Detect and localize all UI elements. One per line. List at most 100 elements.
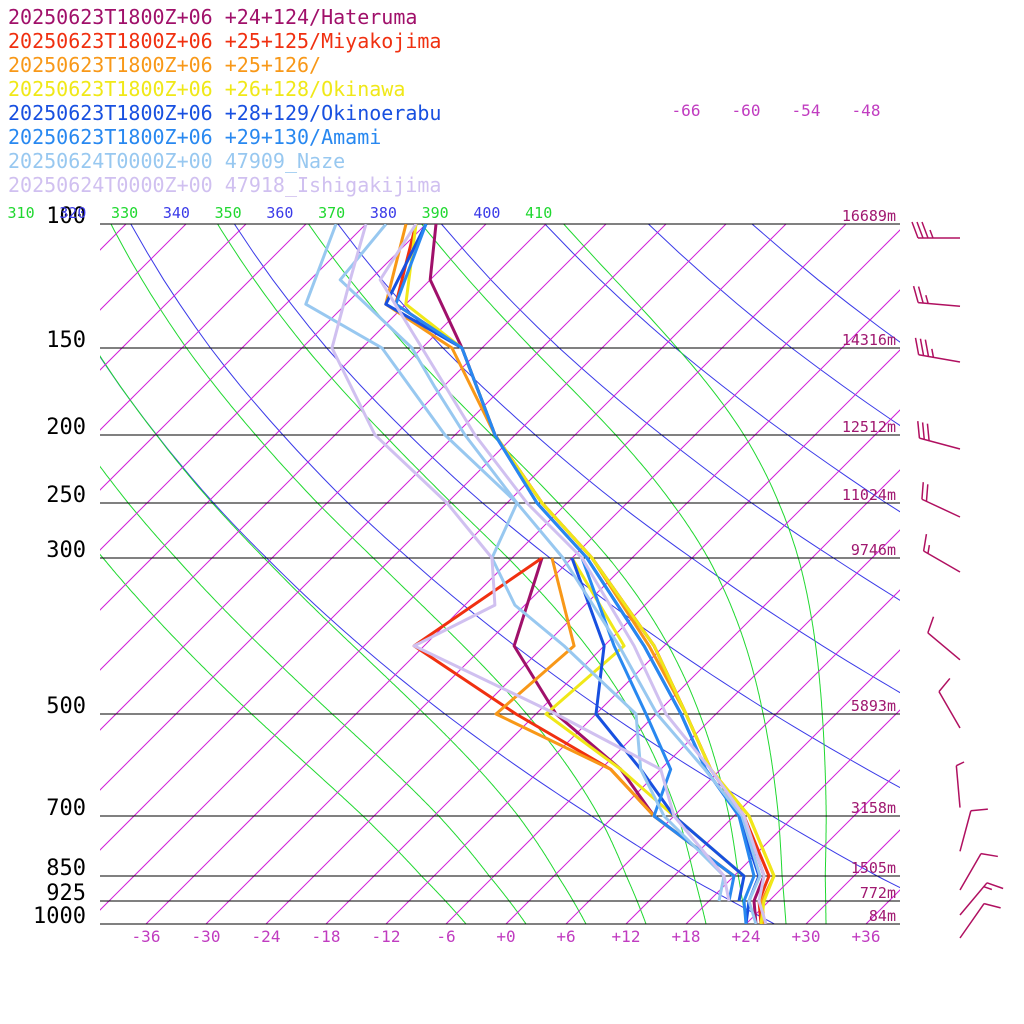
wind-barb-12 xyxy=(959,902,1001,939)
isotherm-lines xyxy=(0,224,1024,924)
barb-flag xyxy=(980,852,998,858)
barb-flag xyxy=(917,286,924,304)
barb-flag xyxy=(914,337,920,355)
wind-barb-3 xyxy=(917,421,961,450)
barb-staff xyxy=(955,765,961,808)
pressure-label: 250 xyxy=(46,483,86,508)
wind-barb-6 xyxy=(927,616,961,661)
legend-entry-4: 20250623T1800Z+06 +28+129/Okinoerabu xyxy=(8,101,441,125)
wind-barbs xyxy=(911,221,1004,939)
isotherm-line xyxy=(325,349,900,924)
isotherm-line xyxy=(100,224,187,311)
barb-staff xyxy=(918,353,961,363)
isobar-lines xyxy=(100,223,900,925)
isotherm-label: -60 xyxy=(732,101,761,120)
isotherm-line xyxy=(100,224,607,731)
dewpoint-line-2 xyxy=(494,557,735,878)
x-tick-label: -30 xyxy=(192,927,221,946)
legend-entry-1: 20250623T1800Z+06 +25+125/Miyakojima xyxy=(8,29,441,53)
height-label: 16689m xyxy=(842,207,896,225)
x-tick-label: +6 xyxy=(556,927,575,946)
wind-barb-1 xyxy=(912,285,961,307)
barb-half-flag xyxy=(956,761,965,767)
theta-label: 370 xyxy=(318,204,345,222)
isotherm-line xyxy=(625,649,900,924)
height-label: 3158m xyxy=(851,799,896,817)
dry-adiabat-340 xyxy=(233,224,900,789)
isotherm-line xyxy=(100,224,547,671)
x-tick-label: -24 xyxy=(252,927,281,946)
wind-barb-11 xyxy=(959,882,1004,916)
legend-entry-2: 20250623T1800Z+06 +25+126/ xyxy=(8,53,321,77)
dewpoint-line-7 xyxy=(330,224,731,902)
barb-half-flag xyxy=(931,348,935,358)
barb-flag xyxy=(986,882,1004,890)
isotherm-line xyxy=(265,289,900,924)
isotherm-label: -48 xyxy=(852,101,881,120)
pressure-label: 300 xyxy=(46,538,86,563)
barb-staff xyxy=(959,882,988,916)
moist-adiabat-line xyxy=(100,553,467,924)
wind-barb-7 xyxy=(938,677,961,729)
barb-half-flag xyxy=(929,229,934,239)
isotherm-line xyxy=(385,409,900,924)
isotherm-line xyxy=(805,829,900,924)
dewpoint-line-5 xyxy=(580,557,736,902)
barb-flag xyxy=(938,677,951,693)
theta-label: 400 xyxy=(473,204,500,222)
isotherm-line xyxy=(986,224,1024,924)
x-tick-label: +30 xyxy=(792,927,821,946)
theta-label: 310 xyxy=(8,204,35,222)
legend-entry-5: 20250623T1800Z+06 +29+130/Amami xyxy=(8,125,381,149)
theta-label: 350 xyxy=(215,204,242,222)
wind-barb-4 xyxy=(921,482,961,518)
moist-adiabat-line xyxy=(307,224,747,924)
isotherm-label: -66 xyxy=(672,101,701,120)
isotherm-line xyxy=(445,469,900,924)
pressure-label: 1000 xyxy=(33,904,86,929)
barb-flag xyxy=(983,902,1001,909)
legend-entry-7: 20250624T0000Z+00 47918_Ishigakijima xyxy=(8,173,441,197)
height-label: 5893m xyxy=(851,697,896,715)
barb-half-flag xyxy=(927,544,931,554)
theta-label: 390 xyxy=(422,204,449,222)
height-label: 11024m xyxy=(842,486,896,504)
barb-staff xyxy=(938,691,961,729)
barb-half-flag xyxy=(983,885,993,891)
x-tick-label: -36 xyxy=(132,927,161,946)
isotherm-line xyxy=(0,224,6,924)
isotherm-line xyxy=(685,709,900,924)
height-label: 14316m xyxy=(842,331,896,349)
moist-adiabat-line xyxy=(217,224,707,924)
barb-flag xyxy=(921,482,925,500)
theta-label: 320 xyxy=(59,204,86,222)
temperature-line-7 xyxy=(378,224,768,924)
barb-staff xyxy=(921,498,961,518)
isotherm-line xyxy=(100,224,727,851)
barb-staff xyxy=(919,437,961,450)
isotherm-line xyxy=(745,769,900,924)
barb-flag xyxy=(925,484,929,502)
isotherm-line xyxy=(100,224,667,791)
barb-flag xyxy=(927,616,935,634)
wind-barb-0 xyxy=(911,221,960,239)
adiabat-lines xyxy=(100,224,900,924)
wind-barb-10 xyxy=(959,852,998,891)
barb-half-flag xyxy=(925,295,929,304)
wind-barb-8 xyxy=(955,761,965,808)
dewpoint-line-6 xyxy=(304,224,726,902)
barb-staff xyxy=(927,632,961,661)
pressure-label: 500 xyxy=(46,694,86,719)
height-label: 12512m xyxy=(842,418,896,436)
pressure-label: 700 xyxy=(46,796,86,821)
theta-label: 410 xyxy=(525,204,552,222)
barb-flag xyxy=(916,221,924,239)
isotherm-line xyxy=(145,224,847,924)
barb-flag xyxy=(921,221,929,239)
barb-flag xyxy=(921,422,926,440)
x-tick-label: -18 xyxy=(312,927,341,946)
dry-adiabat-420 xyxy=(647,224,900,427)
legend-entry-6: 20250624T0000Z+00 47909_Naze xyxy=(8,149,345,173)
dewpoint-line-4 xyxy=(570,557,746,902)
